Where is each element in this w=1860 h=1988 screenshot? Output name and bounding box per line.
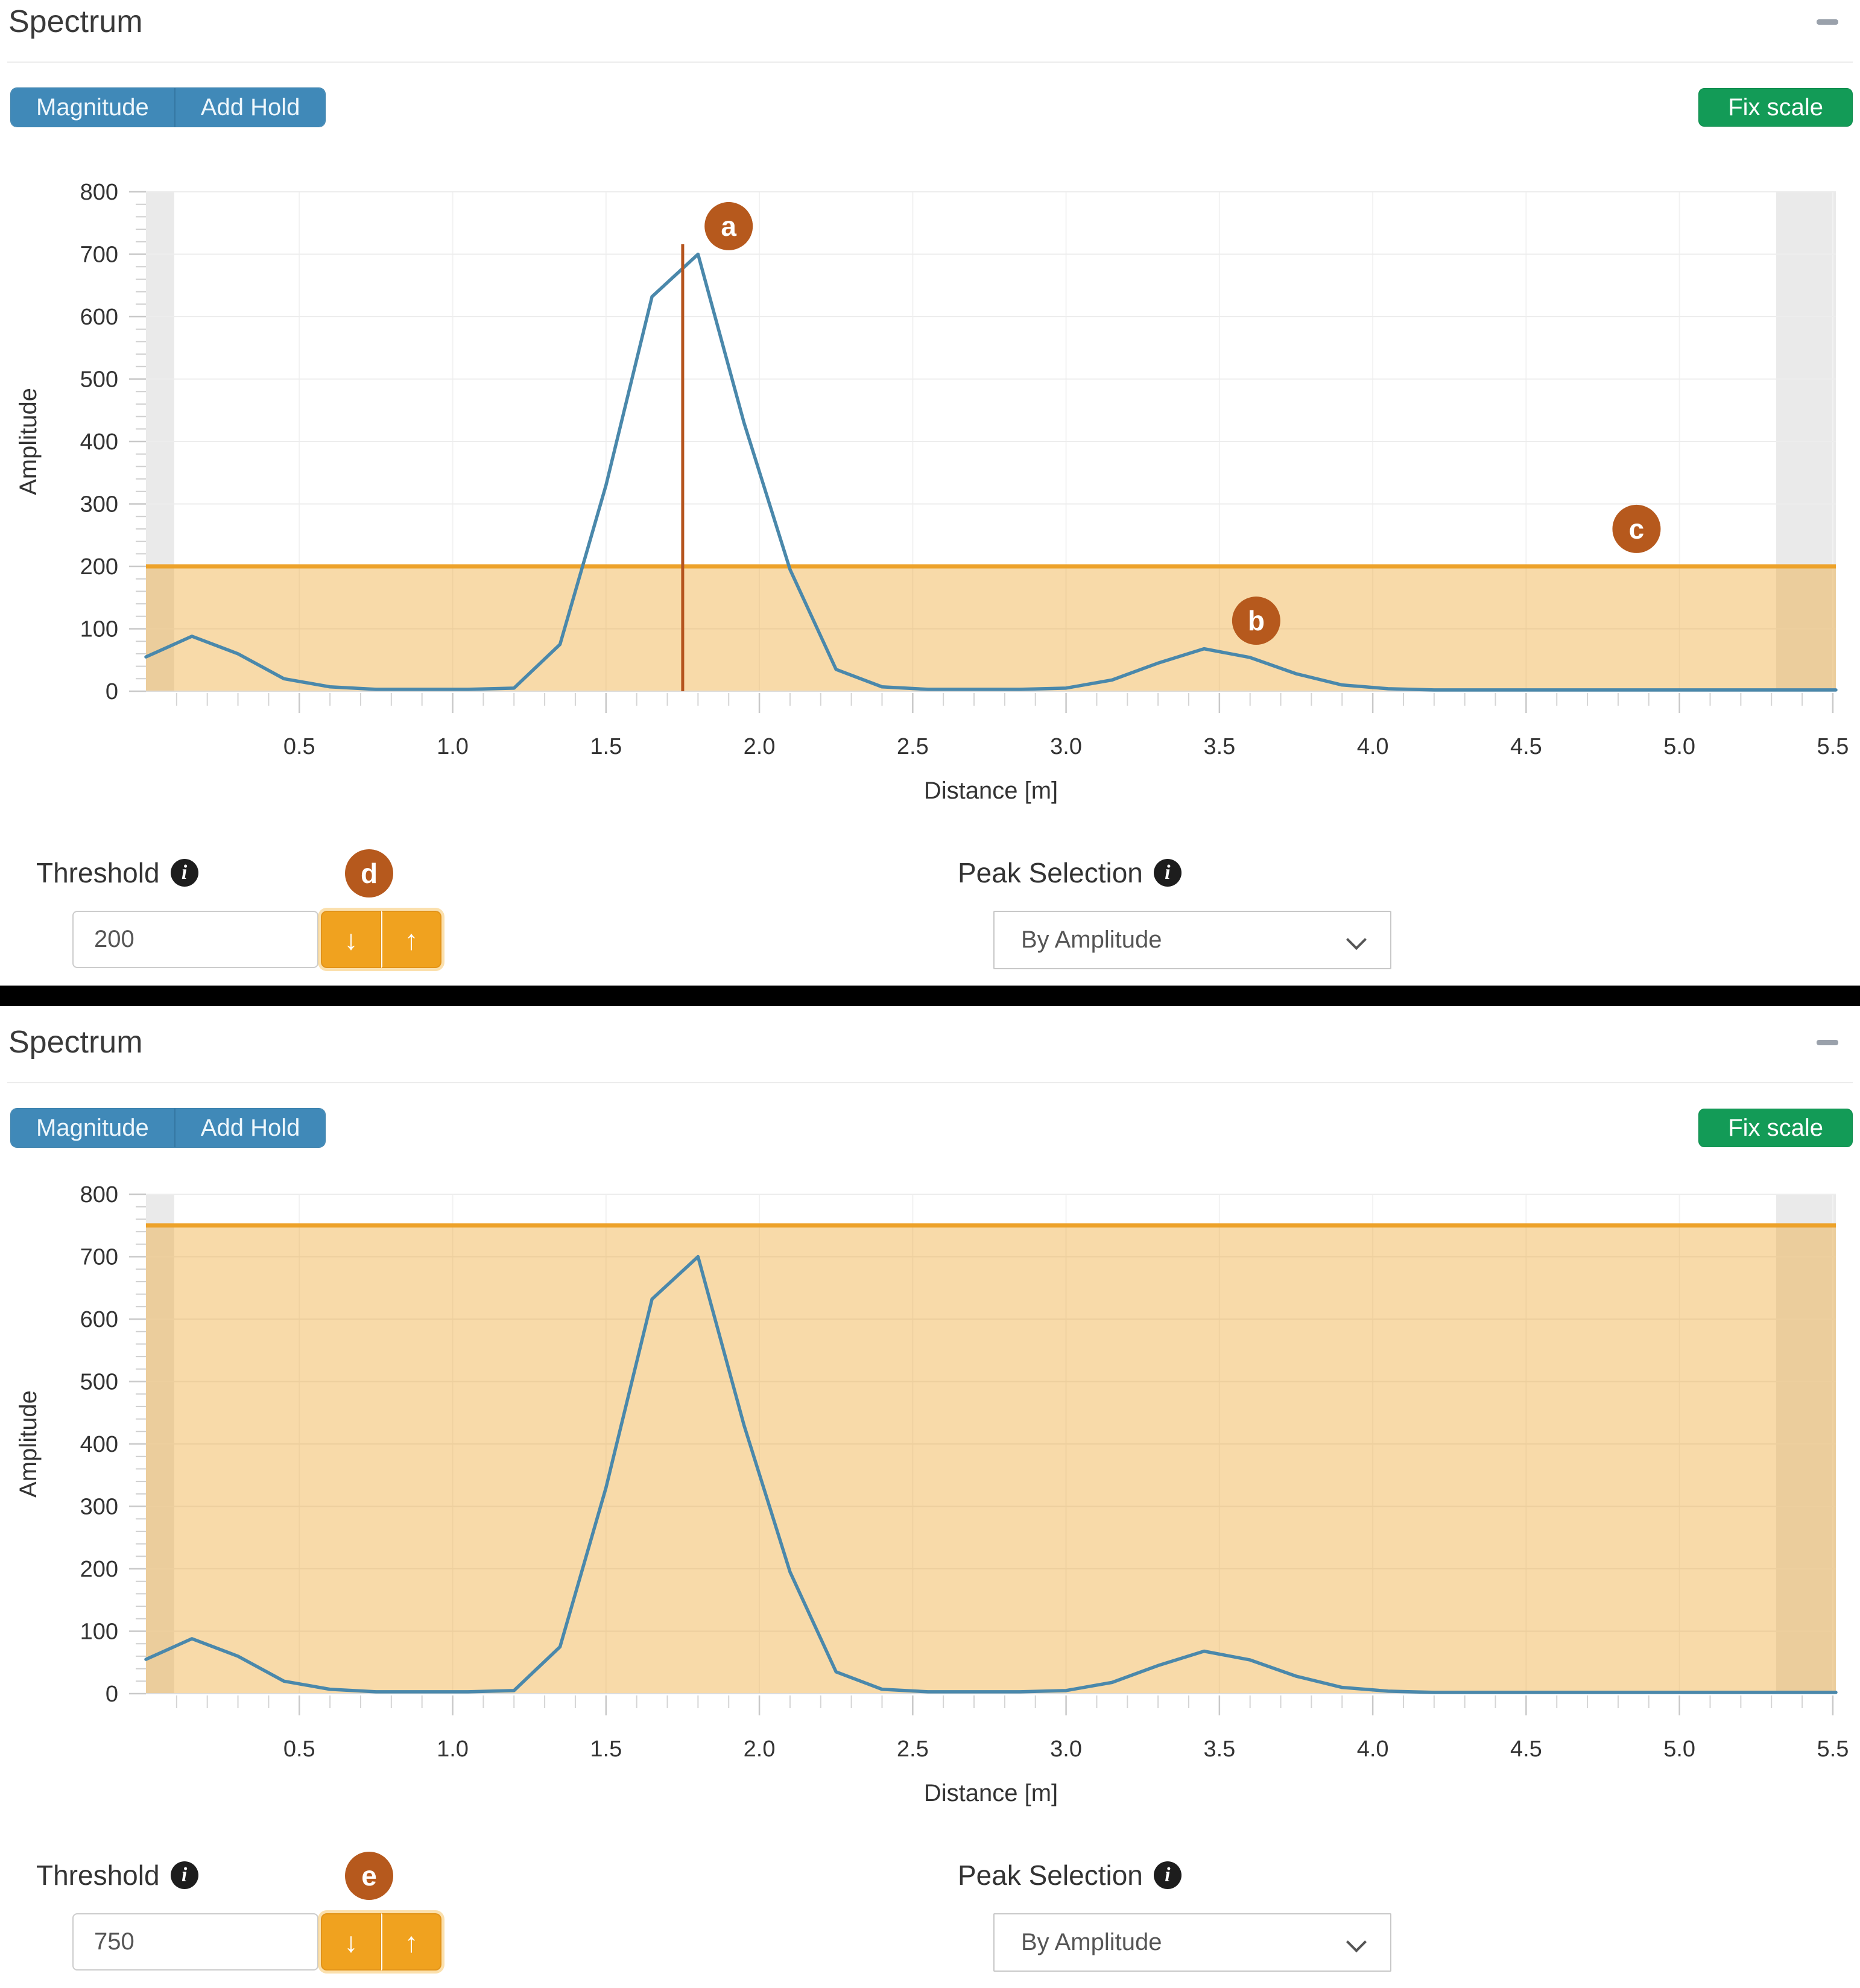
svg-text:2.0: 2.0 (744, 1736, 776, 1762)
peak-selection-label: Peak Selection (958, 1860, 1143, 1891)
svg-text:3.0: 3.0 (1050, 734, 1082, 759)
view-mode-button-group: Magnitude Add Hold (11, 88, 326, 127)
view-mode-button-group: Magnitude Add Hold (11, 1109, 326, 1147)
info-icon[interactable]: i (1153, 1861, 1181, 1889)
svg-text:b: b (1248, 605, 1265, 636)
arrow-down-icon: ↓ (344, 1926, 358, 1958)
peak-selection-value: By Amplitude (1021, 926, 1162, 953)
threshold-input-group: ↓ ↑ (72, 1913, 441, 1971)
svg-text:400: 400 (80, 429, 118, 455)
threshold-input[interactable] (72, 911, 318, 968)
svg-text:3.5: 3.5 (1203, 734, 1235, 759)
add-hold-tab-button[interactable]: Add Hold (174, 88, 326, 127)
svg-text:Distance [m]: Distance [m] (924, 1780, 1058, 1806)
svg-text:5.5: 5.5 (1817, 734, 1849, 759)
svg-text:100: 100 (80, 1619, 118, 1645)
svg-text:4.5: 4.5 (1510, 734, 1542, 759)
threshold-label: Threshold (36, 857, 160, 888)
svg-text:600: 600 (80, 305, 118, 330)
svg-text:a: a (721, 211, 736, 242)
svg-text:200: 200 (80, 554, 118, 580)
chevron-down-icon (1346, 929, 1367, 950)
fix-scale-button[interactable]: Fix scale (1698, 88, 1853, 127)
svg-text:2.5: 2.5 (897, 1736, 929, 1762)
svg-text:700: 700 (80, 242, 118, 268)
threshold-increase-button[interactable]: ↑ (381, 911, 441, 968)
svg-text:Amplitude: Amplitude (15, 1390, 42, 1498)
arrow-down-icon: ↓ (344, 923, 358, 955)
svg-text:0.5: 0.5 (283, 734, 315, 759)
threshold-decrease-button[interactable]: ↓ (321, 1913, 381, 1971)
peak-selection-label: Peak Selection (958, 857, 1143, 888)
svg-text:2.0: 2.0 (744, 734, 776, 759)
info-icon[interactable]: i (170, 859, 198, 887)
spectrum-panel-bottom: Spectrum Magnitude Add Hold Fix scale 0 1… (0, 1006, 1860, 1988)
svg-text:4.0: 4.0 (1357, 1736, 1389, 1762)
chart-controls-row: Threshold i d ↓ ↑ Peak Selection i By Am… (7, 838, 1853, 986)
svg-text:5.0: 5.0 (1663, 1736, 1695, 1762)
svg-text:300: 300 (80, 492, 118, 518)
svg-text:0.5: 0.5 (283, 1736, 315, 1762)
collapse-panel-icon[interactable] (1817, 1040, 1838, 1045)
svg-text:c: c (1629, 513, 1645, 545)
svg-text:4.5: 4.5 (1510, 1736, 1542, 1762)
magnitude-tab-button[interactable]: Magnitude (11, 1109, 174, 1147)
svg-text:1.5: 1.5 (590, 1736, 622, 1762)
info-icon[interactable]: i (1153, 859, 1181, 887)
svg-text:3.5: 3.5 (1203, 1736, 1235, 1762)
svg-text:600: 600 (80, 1307, 118, 1332)
svg-text:700: 700 (80, 1245, 118, 1270)
threshold-label: Threshold (36, 1860, 160, 1891)
magnitude-tab-button[interactable]: Magnitude (11, 88, 174, 127)
chevron-down-icon (1346, 1932, 1367, 1952)
peak-selection-value: By Amplitude (1021, 1929, 1162, 1955)
svg-text:800: 800 (80, 1182, 118, 1208)
svg-text:200: 200 (80, 1557, 118, 1582)
panel-title: Spectrum (8, 4, 143, 39)
collapse-panel-icon[interactable] (1817, 19, 1838, 25)
svg-text:500: 500 (80, 1370, 118, 1395)
threshold-increase-button[interactable]: ↑ (381, 1913, 441, 1971)
svg-text:3.0: 3.0 (1050, 1736, 1082, 1762)
peak-selection-select[interactable]: By Amplitude (993, 1913, 1391, 1972)
threshold-input-group: ↓ ↑ (72, 911, 441, 968)
threshold-input[interactable] (72, 1913, 318, 1971)
chart-controls-row: Threshold i e ↓ ↑ Peak Selection i By Am… (7, 1841, 1853, 1988)
svg-text:Distance [m]: Distance [m] (924, 777, 1058, 804)
svg-text:1.0: 1.0 (437, 734, 469, 759)
info-icon[interactable]: i (170, 1861, 198, 1889)
svg-text:Amplitude: Amplitude (15, 388, 42, 495)
panel-header: Spectrum (7, 1006, 1853, 1083)
spectrum-chart[interactable]: 0 100 200 300 400 500 600 700 800 0.5 1.0 1.5 2.0 2.5… (7, 1174, 1860, 1813)
svg-text:0: 0 (106, 679, 118, 704)
svg-text:500: 500 (80, 367, 118, 393)
panel-header: Spectrum (7, 0, 1853, 63)
svg-text:0: 0 (106, 1682, 118, 1707)
svg-text:5.5: 5.5 (1817, 1736, 1849, 1762)
panel-title: Spectrum (8, 1025, 143, 1060)
threshold-decrease-button[interactable]: ↓ (321, 911, 381, 968)
add-hold-tab-button[interactable]: Add Hold (174, 1109, 326, 1147)
svg-text:100: 100 (80, 617, 118, 642)
svg-text:2.5: 2.5 (897, 734, 929, 759)
arrow-up-icon: ↑ (404, 1926, 419, 1958)
spectrum-panel-top: Spectrum Magnitude Add Hold Fix scale 0 1… (0, 0, 1860, 986)
peak-selection-select[interactable]: By Amplitude (993, 911, 1391, 969)
svg-text:1.0: 1.0 (437, 1736, 469, 1762)
chart-toolbar: Magnitude Add Hold Fix scale (7, 88, 1853, 127)
fix-scale-button[interactable]: Fix scale (1698, 1109, 1853, 1147)
svg-text:800: 800 (80, 180, 118, 205)
section-divider (0, 986, 1860, 1006)
svg-text:4.0: 4.0 (1357, 734, 1389, 759)
svg-text:400: 400 (80, 1432, 118, 1457)
chart-toolbar: Magnitude Add Hold Fix scale (7, 1109, 1853, 1147)
svg-text:5.0: 5.0 (1663, 734, 1695, 759)
svg-text:1.5: 1.5 (590, 734, 622, 759)
annotation-badge-d: d (345, 849, 393, 897)
annotation-badge-e: e (345, 1852, 393, 1900)
arrow-up-icon: ↑ (404, 923, 419, 955)
svg-text:300: 300 (80, 1495, 118, 1520)
spectrum-chart[interactable]: 0 100 200 300 400 500 600 700 800 0.5 1.0 1.5 2.0 2.5… (7, 171, 1860, 811)
